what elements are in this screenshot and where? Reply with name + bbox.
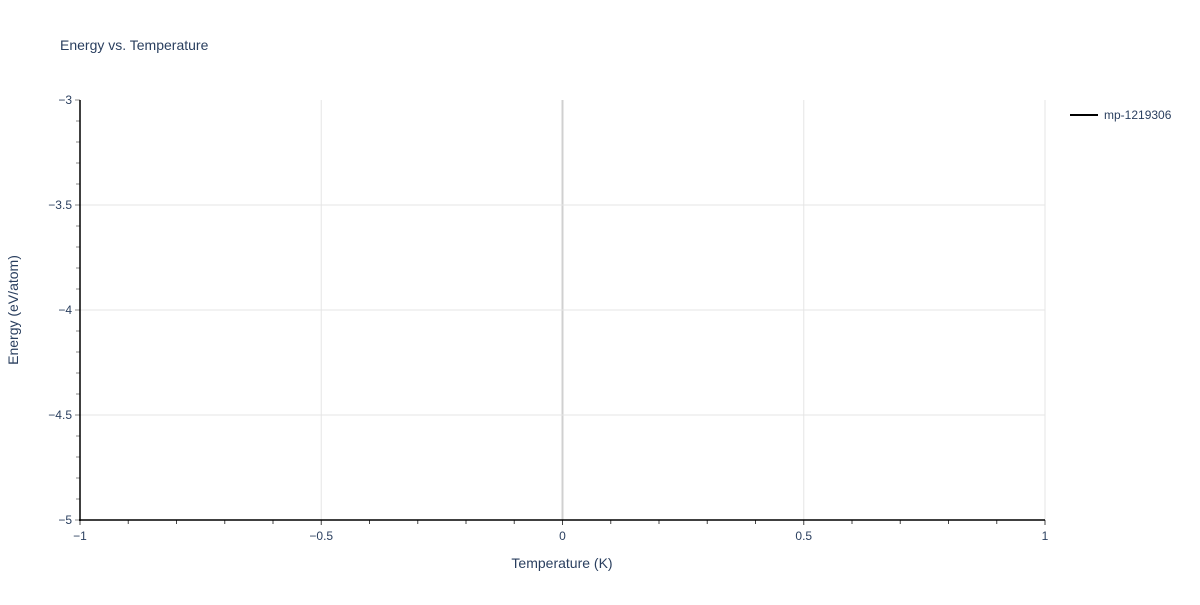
axes: −1 −0.5 0 0.5 1 −3 −3.5 −4 −4.5 −5	[48, 93, 1048, 543]
y-tick-label: −3	[58, 93, 72, 107]
y-tick-label: −3.5	[48, 198, 72, 212]
y-axis-label: Energy (eV/atom)	[5, 255, 21, 365]
legend[interactable]: mp-1219306	[1070, 108, 1172, 122]
x-tick-label: 0	[559, 529, 566, 543]
y-tick-label: −5	[58, 513, 72, 527]
legend-label: mp-1219306	[1104, 108, 1172, 122]
x-tick-label: −1	[73, 529, 87, 543]
chart-title: Energy vs. Temperature	[60, 37, 209, 53]
y-tick-label: −4	[58, 303, 72, 317]
grid	[80, 100, 1046, 520]
x-tick-label: 1	[1042, 529, 1049, 543]
y-tick-label: −4.5	[48, 408, 72, 422]
x-tick-label: 0.5	[795, 529, 812, 543]
x-tick-label: −0.5	[309, 529, 333, 543]
x-axis-label: Temperature (K)	[511, 555, 612, 571]
